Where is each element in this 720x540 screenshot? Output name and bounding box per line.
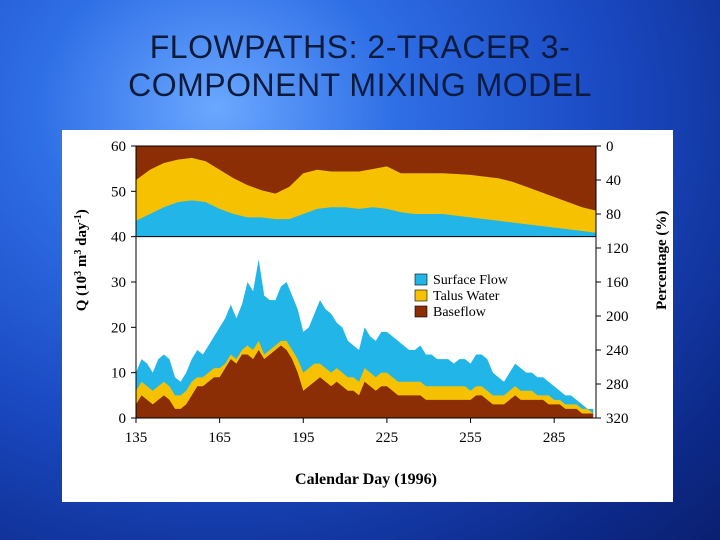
legend-swatch	[414, 273, 428, 286]
y-tick-label-right: 0	[606, 139, 614, 155]
y-tick-label-left: 0	[119, 411, 127, 427]
baseflow-area	[136, 345, 594, 418]
y-tick-label-left: 20	[111, 320, 126, 336]
chart-panel: 0 10 20 30 40 50 60 320 280 240 200 160 120 80 40 0 135 1…	[62, 130, 673, 502]
x-tick-label: 135	[125, 430, 148, 446]
y-tick-label-right: 80	[606, 207, 621, 223]
x-tick-label: 195	[292, 430, 315, 446]
y-tick-label-left: 60	[111, 139, 126, 155]
legend-swatch	[414, 305, 428, 318]
y-tick-label-left: 30	[111, 275, 126, 291]
y-axis-label-right: Percentage (%)	[654, 211, 670, 310]
y-tick-label-right: 160	[606, 275, 629, 291]
y-axis-label-left-part: 3	[73, 271, 84, 276]
legend-label: Surface Flow	[433, 273, 509, 288]
y-tick-label-left: 50	[111, 184, 126, 200]
y-tick-label-left: 10	[111, 366, 126, 382]
y-tick-label-right: 240	[606, 343, 629, 359]
y-axis-label-left-part: 3	[73, 250, 84, 255]
legend-swatch	[414, 289, 428, 302]
y-tick-label-right: 40	[606, 173, 621, 189]
upper-surface-area	[136, 200, 596, 237]
slide-title-line2: COMPONENT MIXING MODEL	[128, 67, 592, 103]
y-axis-label-left-part: )	[74, 209, 90, 214]
slide-title: FLOWPATHS: 2-TRACER 3- COMPONENT MIXING …	[60, 28, 660, 104]
x-tick-label: 255	[459, 430, 482, 446]
y-tick-label-right: 280	[606, 377, 629, 393]
y-axis-label-left-part: Q (10	[74, 276, 90, 311]
y-tick-label-right: 120	[606, 241, 629, 257]
x-tick-label: 285	[543, 430, 566, 446]
slide-title-line1: FLOWPATHS: 2-TRACER 3-	[149, 29, 571, 65]
y-axis-label-left: Q (103 m3 day-1)	[73, 209, 91, 311]
y-tick-label-right: 320	[606, 411, 629, 427]
y-axis-label-left-part: day	[74, 222, 90, 250]
x-tick-label: 225	[376, 430, 399, 446]
y-tick-label-left: 40	[111, 230, 126, 246]
x-tick-label: 165	[208, 430, 231, 446]
y-tick-label-right: 200	[606, 309, 629, 325]
y-axis-label-left-part: m	[74, 254, 90, 271]
legend-label: Baseflow	[433, 305, 487, 320]
y-axis-label-left-part: -1	[73, 214, 84, 222]
legend-label: Talus Water	[433, 289, 500, 304]
upper-talus-area	[136, 157, 596, 237]
chart-svg: 0 10 20 30 40 50 60 320 280 240 200 160 120 80 40 0 135 1…	[73, 139, 671, 488]
x-axis-label: Calendar Day (1996)	[295, 471, 437, 488]
